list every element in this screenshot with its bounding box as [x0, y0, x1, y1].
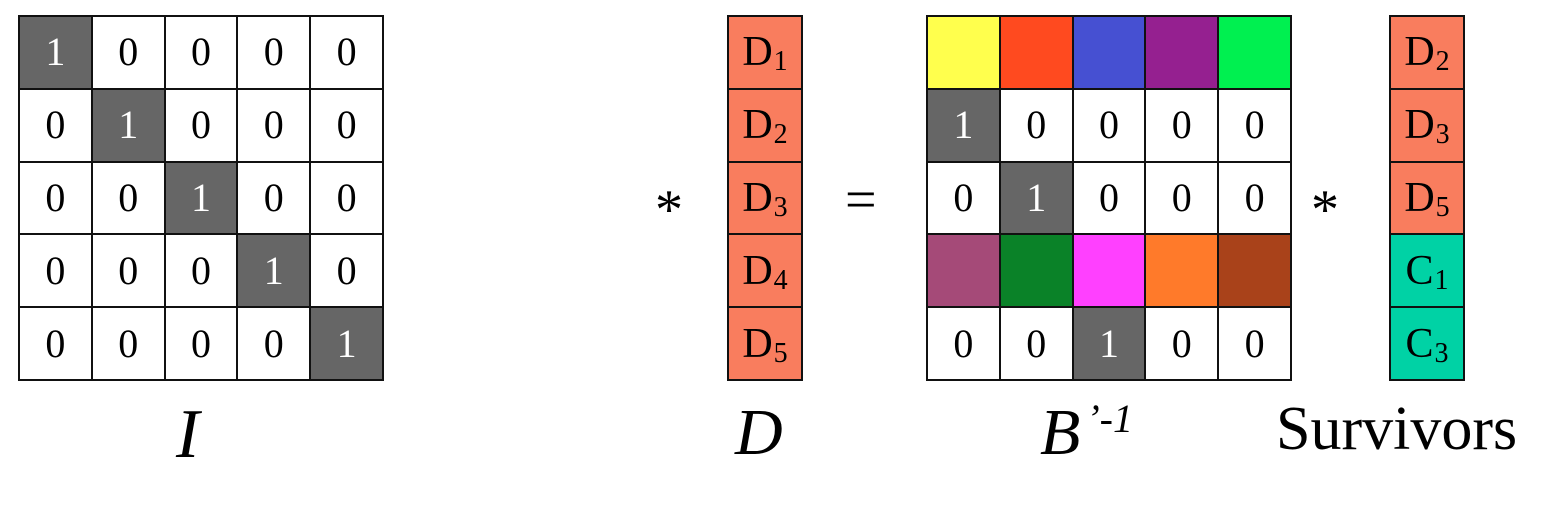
- data-vector-cell-subscript: 2: [774, 121, 788, 149]
- data-vector-cell-base: D: [742, 323, 772, 365]
- b-matrix-cell: 0: [928, 163, 999, 234]
- identity-matrix-cell: 0: [93, 163, 164, 234]
- identity-matrix-cell: 0: [93, 235, 164, 306]
- b-matrix-cell: 1: [928, 90, 999, 161]
- equals-operator: =: [845, 172, 877, 228]
- identity-matrix-cell: 0: [238, 163, 309, 234]
- survivors-vector-cell-base: D: [1404, 104, 1434, 146]
- multiply-operator: *: [655, 182, 683, 238]
- b-matrix-cell: 0: [1146, 163, 1217, 234]
- survivors-vector-cell-base: D: [1404, 177, 1434, 219]
- survivors-vector-cell-subscript: 3: [1436, 121, 1450, 149]
- b-matrix-coefficient-cell: [928, 235, 999, 306]
- identity-matrix-cell: 0: [20, 90, 91, 161]
- identity-matrix-cell: 0: [238, 90, 309, 161]
- identity-matrix-cell: 0: [166, 308, 237, 379]
- identity-matrix-cell: 0: [20, 163, 91, 234]
- survivors-label: Survivors: [1276, 398, 1517, 460]
- b-matrix-coefficient-cell: [1074, 235, 1145, 306]
- data-vector-cell-base: D: [742, 177, 772, 219]
- survivors-vector-cell-subscript: 2: [1436, 48, 1450, 76]
- identity-matrix-cell: 0: [238, 308, 309, 379]
- b-matrix-coefficient-cell: [1074, 17, 1145, 88]
- data-vector-cell-base: D: [742, 250, 772, 292]
- b-matrix-cell: 0: [1219, 90, 1290, 161]
- b-matrix-cell: 0: [928, 308, 999, 379]
- identity-matrix-cell: 0: [166, 235, 237, 306]
- b-matrix-cell: 0: [1146, 90, 1217, 161]
- b-matrix-cell: 0: [1219, 163, 1290, 234]
- b-inverse-matrix-label: B ’-1: [1040, 400, 1133, 466]
- b-matrix-coefficient-cell: [1219, 235, 1290, 306]
- data-vector-cell-base: D: [742, 31, 772, 73]
- survivors-vector-cell-subscript: 5: [1436, 194, 1450, 222]
- survivors-vector-cell-subscript: 1: [1435, 267, 1449, 295]
- identity-matrix-cell: 0: [93, 17, 164, 88]
- identity-matrix-cell: 0: [311, 17, 382, 88]
- survivors-vector-cell-base: C: [1405, 323, 1433, 365]
- identity-matrix-cell: 1: [311, 308, 382, 379]
- identity-matrix-cell: 0: [166, 90, 237, 161]
- data-vector-cell-base: D: [742, 104, 772, 146]
- b-matrix-coefficient-cell: [928, 17, 999, 88]
- identity-matrix-cell: 1: [93, 90, 164, 161]
- b-matrix-cell: 0: [1146, 308, 1217, 379]
- identity-matrix-cell: 0: [166, 17, 237, 88]
- identity-matrix-cell: 0: [20, 235, 91, 306]
- b-matrix-cell: 0: [1074, 163, 1145, 234]
- b-matrix-cell: 1: [1074, 308, 1145, 379]
- identity-matrix-cell: 1: [238, 235, 309, 306]
- b-matrix-coefficient-cell: [1146, 17, 1217, 88]
- identity-matrix-cell: 1: [166, 163, 237, 234]
- b-matrix-cell: 0: [1074, 90, 1145, 161]
- identity-matrix-cell: 0: [311, 163, 382, 234]
- b-matrix-cell: 0: [1001, 90, 1072, 161]
- identity-matrix-cell: 0: [20, 308, 91, 379]
- b-matrix-cell: 0: [1001, 308, 1072, 379]
- data-vector-cell-subscript: 5: [774, 340, 788, 368]
- data-vector-cell-subscript: 4: [774, 267, 788, 295]
- b-matrix-cell: 0: [1219, 308, 1290, 379]
- b-label-base: B: [1040, 396, 1080, 469]
- identity-matrix-cell: 1: [20, 17, 91, 88]
- data-vector-cell-subscript: 1: [774, 48, 788, 76]
- data-vector-cell-subscript: 3: [774, 194, 788, 222]
- survivors-vector-cell-base: D: [1404, 31, 1434, 73]
- identity-matrix-cell: 0: [311, 90, 382, 161]
- identity-matrix-cell: 0: [238, 17, 309, 88]
- b-matrix-coefficient-cell: [1219, 17, 1290, 88]
- b-label-superscript: ’-1: [1086, 396, 1133, 441]
- survivors-vector-cell-subscript: 3: [1435, 340, 1449, 368]
- survivors-vector-cell-base: C: [1405, 250, 1433, 292]
- b-matrix-coefficient-cell: [1001, 235, 1072, 306]
- data-vector-label: D: [735, 400, 783, 466]
- identity-matrix-cell: 0: [93, 308, 164, 379]
- identity-matrix-cell: 0: [311, 235, 382, 306]
- b-matrix-coefficient-cell: [1001, 17, 1072, 88]
- b-matrix-cell: 1: [1001, 163, 1072, 234]
- multiply-operator: *: [1311, 182, 1339, 238]
- b-matrix-coefficient-cell: [1146, 235, 1217, 306]
- identity-matrix-label: I: [176, 400, 199, 470]
